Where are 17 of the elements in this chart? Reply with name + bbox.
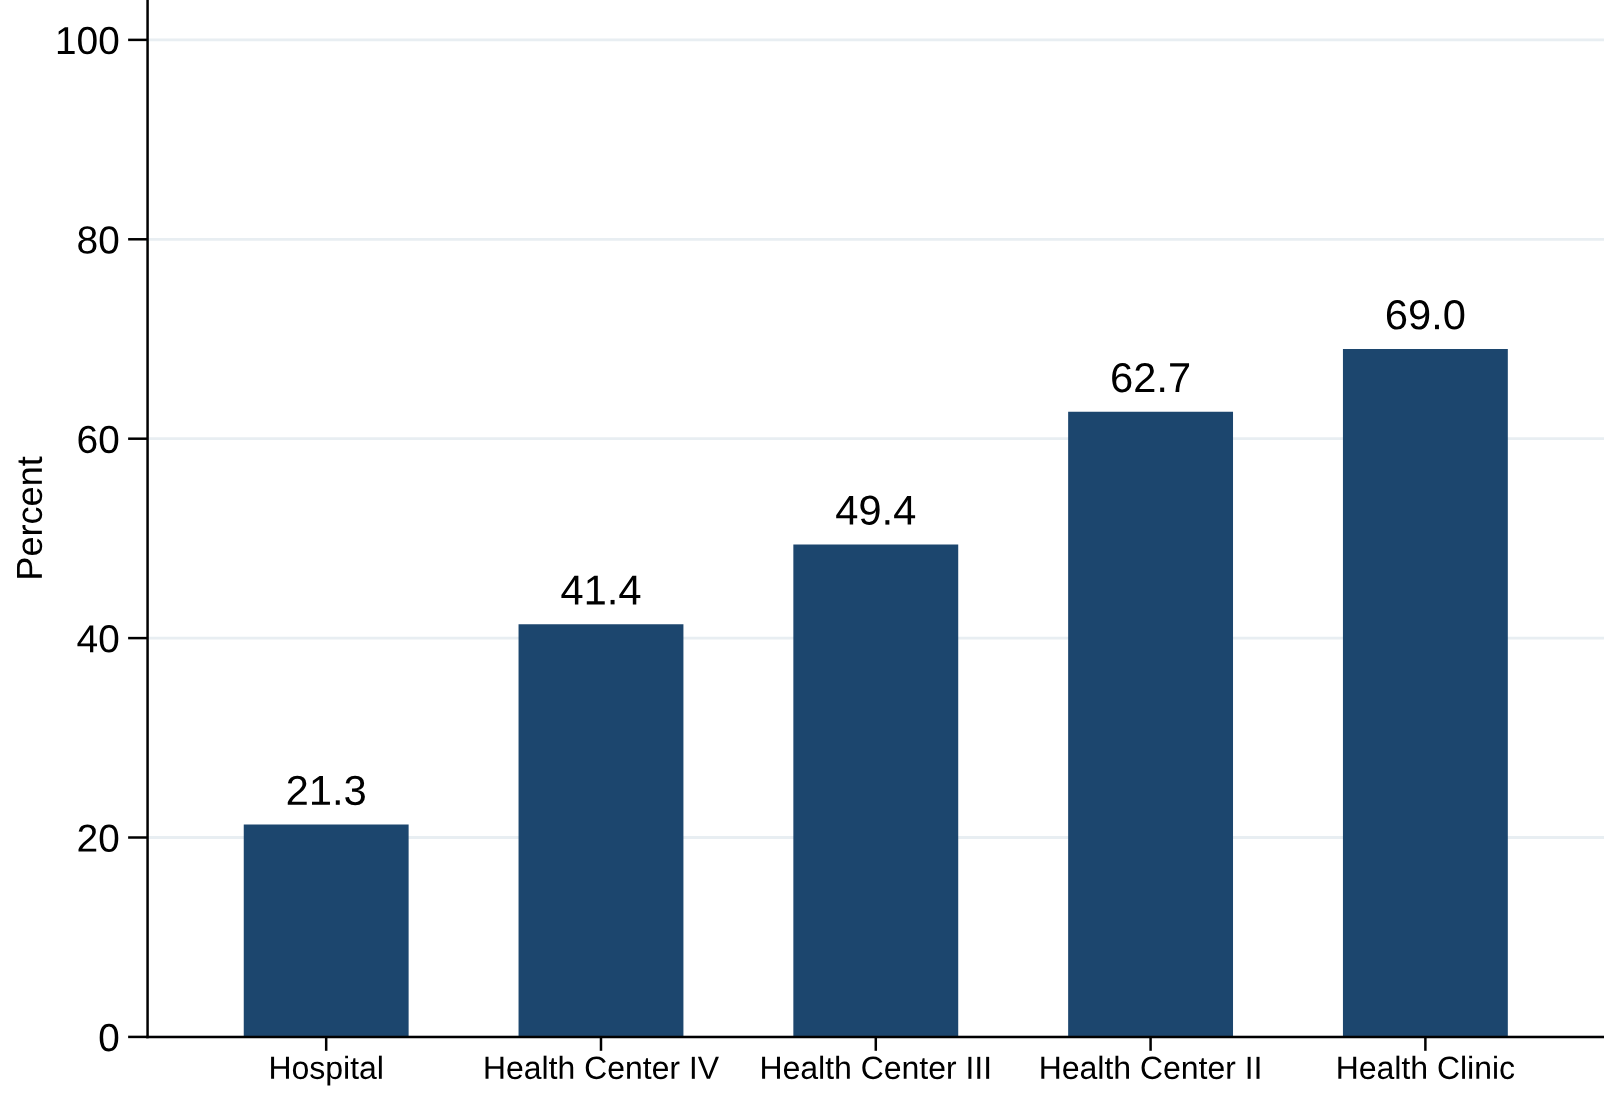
data-label: 69.0 — [1386, 300, 1465, 330]
y-tick-label: 0 — [99, 1023, 119, 1052]
data-label: 41.4 — [561, 575, 641, 605]
y-tick-label: 80 — [78, 226, 119, 254]
data-label: 49.4 — [836, 495, 916, 526]
x-tick-label: Health Clinic — [1338, 1055, 1515, 1080]
y-tick-label: 20 — [78, 824, 119, 852]
data-label: 21.3 — [287, 775, 365, 806]
x-tick-label: Health Center II — [1041, 1055, 1260, 1080]
y-tick-label: 60 — [78, 425, 119, 454]
data-label: 62.7 — [1112, 362, 1190, 393]
y-tick-label: 40 — [77, 625, 119, 653]
x-tick-label: Health Center IV — [485, 1055, 719, 1080]
x-tick-label: Health Center III — [762, 1055, 990, 1080]
x-tick-label: Hospital — [271, 1055, 382, 1086]
y-axis-title: Percent — [17, 456, 43, 578]
y-tick-label: 100 — [57, 26, 119, 55]
